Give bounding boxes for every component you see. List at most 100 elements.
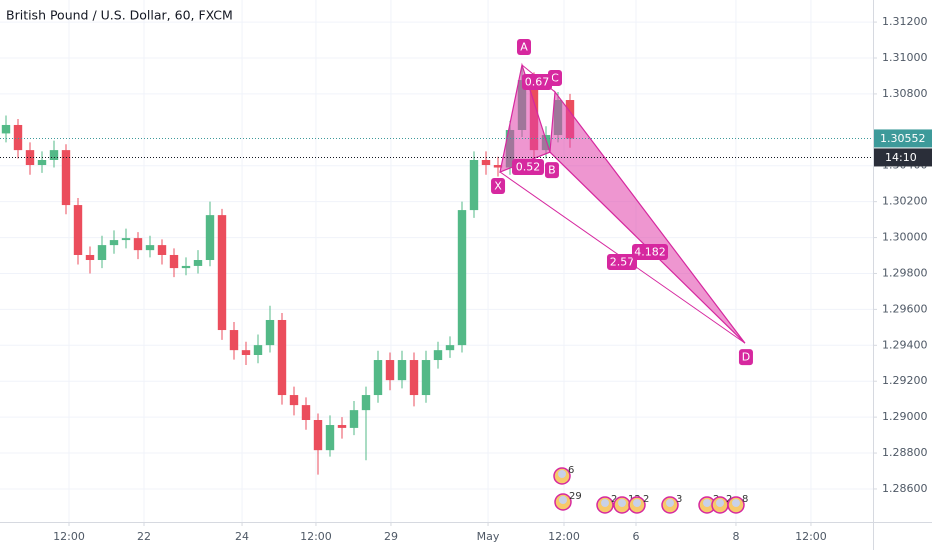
candle-body xyxy=(421,360,431,396)
event-flag xyxy=(666,499,674,507)
candle-body xyxy=(457,210,467,346)
candle-body xyxy=(469,159,479,211)
x-tick-label: 12:00 xyxy=(795,530,827,543)
candle-body xyxy=(313,420,323,451)
candle-body xyxy=(205,215,215,261)
candle-body xyxy=(241,350,251,356)
x-tick-label: 8 xyxy=(732,530,739,543)
pattern-point-label-box xyxy=(517,39,531,56)
y-tick-label: 1.29400 xyxy=(882,338,928,351)
pattern-ratio-label-box xyxy=(522,74,552,90)
y-tick-label: 1.29600 xyxy=(882,302,928,315)
candle-body xyxy=(217,215,227,331)
pattern-ratio-label: 4.182 xyxy=(634,246,666,259)
pattern-point-label-box xyxy=(738,349,753,366)
candle-body xyxy=(121,238,131,241)
pattern-ratio-label-box xyxy=(607,254,637,270)
last-price-label: 1.30552 xyxy=(880,132,926,145)
candle-body xyxy=(493,165,503,168)
candle-body xyxy=(361,395,371,411)
x-tick-label: 6 xyxy=(633,530,640,543)
candle-body xyxy=(277,319,287,396)
pattern-ratio-label-box xyxy=(632,244,668,260)
event-flag xyxy=(703,499,711,507)
x-tick-label: 22 xyxy=(137,530,151,543)
y-tick-label: 1.31200 xyxy=(882,15,928,28)
event-flag xyxy=(716,499,724,507)
pattern-ratio-label: 0.67 xyxy=(525,76,550,89)
x-tick-label: 24 xyxy=(235,530,249,543)
event-flag xyxy=(558,470,566,478)
candle-body xyxy=(337,425,347,428)
y-tick-label: 1.28800 xyxy=(882,446,928,459)
event-flag xyxy=(618,499,626,507)
candle-body xyxy=(325,425,335,451)
candle-body xyxy=(397,360,407,381)
x-tick-label: 12:00 xyxy=(53,530,85,543)
event-count: 2 xyxy=(726,494,732,505)
pattern-ratio-label: 2.57 xyxy=(610,256,635,269)
candle-body xyxy=(169,254,179,269)
candle-body xyxy=(253,345,263,356)
candle-body xyxy=(1,124,11,134)
candle-body xyxy=(349,410,359,428)
countdown-label: 14:10 xyxy=(885,151,917,164)
candle-body xyxy=(373,360,383,396)
candle-body xyxy=(49,150,59,160)
event-count: 2 xyxy=(643,494,649,505)
candle-body xyxy=(61,150,71,206)
x-tick-label: 12:00 xyxy=(300,530,332,543)
candle-body xyxy=(25,150,35,166)
pattern-point-label-box xyxy=(544,162,559,179)
candle-body xyxy=(289,395,299,406)
pattern-point-label: A xyxy=(520,41,528,54)
event-count: 3 xyxy=(676,494,682,505)
axes: 1.312001.310001.308001.304001.302001.300… xyxy=(53,15,932,543)
candle-body xyxy=(157,245,167,255)
candle-body xyxy=(133,238,143,251)
pattern-ratio-label: 0.52 xyxy=(516,161,541,174)
candle-body xyxy=(181,265,191,269)
candle-body xyxy=(445,345,455,351)
grid xyxy=(0,0,873,522)
event-flag xyxy=(559,496,567,504)
candle-body xyxy=(73,205,83,255)
candle-body xyxy=(85,254,95,261)
chart-title: British Pound / U.S. Dollar, 60, FXCM xyxy=(6,8,233,23)
y-tick-label: 1.29800 xyxy=(882,266,928,279)
y-tick-label: 1.28600 xyxy=(882,482,928,495)
y-tick-label: 1.30800 xyxy=(882,87,928,100)
event-count: 29 xyxy=(569,491,582,502)
pattern-point-label: B xyxy=(548,164,556,177)
candle-body xyxy=(385,360,395,381)
candle-body xyxy=(409,360,419,396)
candle-body xyxy=(433,350,443,361)
last-price-tag xyxy=(874,129,932,148)
event-flag xyxy=(633,499,641,507)
x-tick-label: May xyxy=(477,530,500,543)
event-flag xyxy=(732,499,740,507)
candle-body xyxy=(97,245,107,261)
candle-body xyxy=(13,124,23,151)
candle-body xyxy=(265,319,275,346)
y-tick-label: 1.30000 xyxy=(882,231,928,244)
candle-body xyxy=(229,330,239,351)
pattern-ratio-label-box xyxy=(512,159,544,175)
event-count: 6 xyxy=(568,465,574,476)
x-tick-label: 12:00 xyxy=(548,530,580,543)
pattern-point-label-box xyxy=(491,178,506,195)
event-flag xyxy=(601,499,609,507)
candle-body xyxy=(193,260,203,266)
candle-body xyxy=(301,405,311,421)
pattern-point-label: C xyxy=(551,71,559,84)
y-tick-label: 1.31000 xyxy=(882,51,928,64)
y-tick-label: 1.30200 xyxy=(882,195,928,208)
y-tick-label: 1.29000 xyxy=(882,410,928,423)
x-tick-label: 29 xyxy=(384,530,398,543)
candle-body xyxy=(37,159,47,166)
event-count: 8 xyxy=(742,494,748,505)
countdown-tag xyxy=(874,148,932,167)
pattern-point-label: X xyxy=(494,180,502,193)
event-count: 2 xyxy=(611,494,617,505)
